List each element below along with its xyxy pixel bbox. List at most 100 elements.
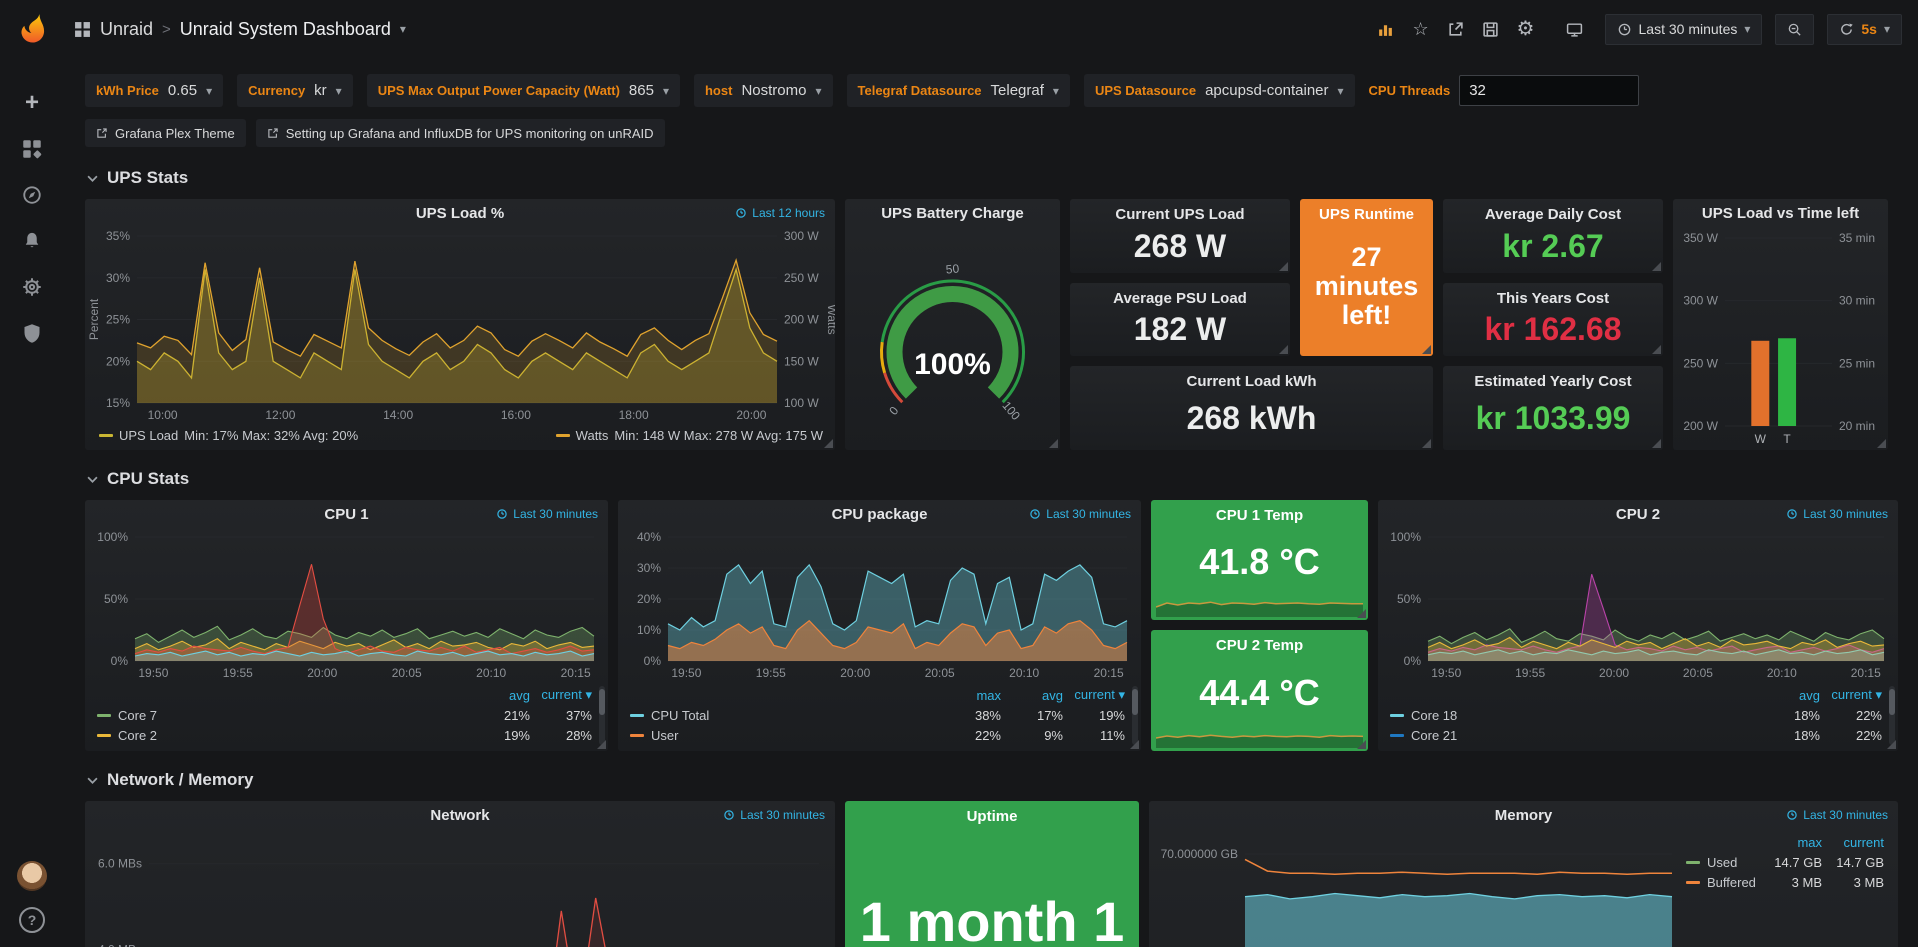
page-title[interactable]: Unraid System Dashboard [180, 19, 391, 40]
svg-text:19:50: 19:50 [671, 666, 701, 680]
star-dashboard-button[interactable]: ☆ [1410, 18, 1432, 40]
svg-text:19:50: 19:50 [138, 666, 168, 680]
sidebar-alerting-button[interactable] [10, 218, 54, 264]
network-chart[interactable]: 6.0 MBs4.0 MBs2.0 MBs [85, 828, 835, 947]
panel-ups-load: UPS Load % Last 12 hours 35%30%25%20%15%… [85, 199, 835, 450]
legend-row[interactable]: Used14.7 GB14.7 GB [1686, 852, 1884, 872]
panel-title[interactable]: UPS Load % [85, 205, 835, 222]
panel-timerange-badge: Last 30 minutes [1786, 507, 1888, 521]
cycle-view-button[interactable] [1564, 18, 1586, 40]
legend-row[interactable]: Core 1818%22% [1390, 705, 1882, 725]
variable-cpu-threads: CPU Threads [1369, 74, 1640, 107]
svg-text:25 min: 25 min [1839, 356, 1875, 370]
stat-value: 27 minutes left! [1300, 223, 1433, 356]
refresh-button[interactable]: 5s ▾ [1827, 14, 1902, 45]
panel-title[interactable]: UPS Load vs Time left [1673, 205, 1888, 222]
legend-row[interactable]: Core 219%28% [97, 725, 592, 745]
add-panel-button[interactable] [1375, 18, 1397, 40]
stat-value: 268 kWh [1070, 390, 1433, 450]
section-ups-stats[interactable]: UPS Stats [85, 165, 1902, 191]
row-ups-panels: UPS Load % Last 12 hours 35%30%25%20%15%… [85, 199, 1902, 450]
panel-title[interactable]: UPS Battery Charge [845, 205, 1060, 222]
svg-text:20:00: 20:00 [307, 666, 337, 680]
panel-ups-battery-charge: UPS Battery Charge 050100100% [845, 199, 1060, 450]
panel-cpu-2: CPU 2 Last 30 minutes 100%50%0%19:5019:5… [1378, 500, 1898, 751]
svg-text:20:10: 20:10 [1767, 666, 1797, 680]
save-button[interactable] [1480, 18, 1502, 40]
share-button[interactable] [1445, 18, 1467, 40]
sidebar-admin-button[interactable] [10, 310, 54, 356]
help-button[interactable]: ? [19, 907, 45, 933]
clock-icon [1786, 809, 1798, 821]
sidebar-create-button[interactable]: + [10, 80, 54, 126]
variable-ups-max-output[interactable]: UPS Max Output Power Capacity (Watt) 865… [367, 74, 680, 107]
panel-estimated-yearly-cost: Estimated Yearly Cost kr 1033.99 [1443, 366, 1663, 450]
svg-text:20:15: 20:15 [1851, 666, 1881, 680]
legend-row[interactable]: Buffered3 MB3 MB [1686, 872, 1884, 892]
save-icon [1482, 21, 1499, 38]
dashboard-link-plex-theme[interactable]: Grafana Plex Theme [85, 119, 246, 147]
sidebar-dashboards-button[interactable] [10, 126, 54, 172]
sidebar-configuration-button[interactable] [10, 264, 54, 310]
cpu-package-chart[interactable]: 40%30%20%10%0%19:5019:5520:0020:0520:102… [618, 527, 1141, 683]
panel-title[interactable]: Average PSU Load [1070, 290, 1290, 307]
dashboard-link-ups-monitoring[interactable]: Setting up Grafana and InfluxDB for UPS … [256, 119, 665, 147]
variable-kwh-price[interactable]: kWh Price 0.65 ▾ [85, 74, 223, 107]
panel-title[interactable]: Average Daily Cost [1443, 206, 1663, 223]
svg-text:12:00: 12:00 [265, 408, 295, 422]
section-network-memory[interactable]: Network / Memory [85, 767, 1902, 793]
legend-header: avgcurrent ▾ [97, 685, 592, 705]
dashboard-settings-button[interactable]: ⚙ [1515, 18, 1537, 40]
sidebar-explore-button[interactable] [10, 172, 54, 218]
svg-text:50%: 50% [104, 592, 128, 606]
chevron-down-icon [87, 777, 98, 784]
dashboard-grid-icon[interactable] [74, 21, 91, 38]
svg-text:0%: 0% [111, 654, 129, 668]
variable-ups-datasource[interactable]: UPS Datasource apcupsd-container ▾ [1084, 74, 1355, 107]
section-cpu-stats[interactable]: CPU Stats [85, 466, 1902, 492]
svg-text:W: W [1755, 432, 1767, 446]
legend-row[interactable]: CPU Total38%17%19% [630, 705, 1125, 725]
chevron-down-icon[interactable]: ▾ [400, 22, 406, 36]
cpu1-chart[interactable]: 100%50%0%19:5019:5520:0020:0520:1020:15 [85, 527, 608, 683]
panel-title[interactable]: Current Load kWh [1070, 373, 1433, 390]
memory-chart[interactable]: 70.000000 GB60.000000 GB50.000000 GB [1149, 828, 1686, 947]
variable-host[interactable]: host Nostromo ▾ [694, 74, 833, 107]
breadcrumb-folder[interactable]: Unraid [100, 19, 153, 40]
panel-title[interactable]: Current UPS Load [1070, 206, 1290, 223]
svg-text:20:00: 20:00 [736, 408, 766, 422]
legend-header: avgcurrent ▾ [1390, 685, 1882, 705]
stat-value: 1 month 1 [845, 889, 1139, 947]
panel-title[interactable]: This Years Cost [1443, 290, 1663, 307]
zoom-out-button[interactable] [1775, 14, 1814, 45]
panel-title[interactable]: UPS Runtime [1300, 206, 1433, 223]
panel-current-ups-load: Current UPS Load 268 W [1070, 199, 1290, 273]
plus-icon: + [25, 91, 39, 115]
ups-stat-grid: Current UPS Load 268 W UPS Runtime 27 mi… [1070, 199, 1663, 450]
chevron-down-icon [87, 476, 98, 483]
variable-currency[interactable]: Currency kr ▾ [237, 74, 353, 107]
legend-row[interactable]: Core 721%37% [97, 705, 592, 725]
panel-average-psu-load: Average PSU Load 182 W [1070, 283, 1290, 356]
legend-row[interactable]: User22%9%11% [630, 725, 1125, 745]
grafana-logo[interactable] [14, 10, 50, 46]
time-picker-button[interactable]: Last 30 minutes ▾ [1605, 14, 1763, 45]
svg-text:20:05: 20:05 [392, 666, 422, 680]
cpu-threads-input[interactable] [1459, 75, 1639, 106]
cpu2-chart[interactable]: 100%50%0%19:5019:5520:0020:0520:1020:15 [1378, 527, 1898, 683]
svg-text:20:05: 20:05 [925, 666, 955, 680]
panel-title[interactable]: CPU 2 Temp [1151, 637, 1368, 654]
ups-load-vs-time-chart[interactable]: 350 W300 W250 W200 W35 min30 min25 min20… [1673, 226, 1888, 450]
panel-title[interactable]: Uptime [845, 808, 1139, 825]
panel-title[interactable]: CPU 1 Temp [1151, 507, 1368, 524]
legend-item[interactable]: WattsMin: 148 W Max: 278 W Avg: 175 W [556, 428, 823, 443]
panel-title[interactable]: Estimated Yearly Cost [1443, 373, 1663, 390]
user-avatar[interactable] [17, 861, 47, 891]
legend-row[interactable]: Core 2118%22% [1390, 725, 1882, 745]
variable-telegraf-datasource[interactable]: Telegraf Datasource Telegraf ▾ [847, 74, 1070, 107]
ups-load-chart[interactable]: 35%30%25%20%15%300 W250 W200 W150 W100 W… [85, 226, 835, 425]
legend-item[interactable]: UPS LoadMin: 17% Max: 32% Avg: 20% [99, 428, 358, 443]
panel-memory: Memory Last 30 minutes 70.000000 GB60.00… [1149, 801, 1898, 947]
panel-cpu-2-temp: CPU 2 Temp 44.4 °C [1151, 630, 1368, 751]
svg-text:25%: 25% [106, 313, 130, 327]
